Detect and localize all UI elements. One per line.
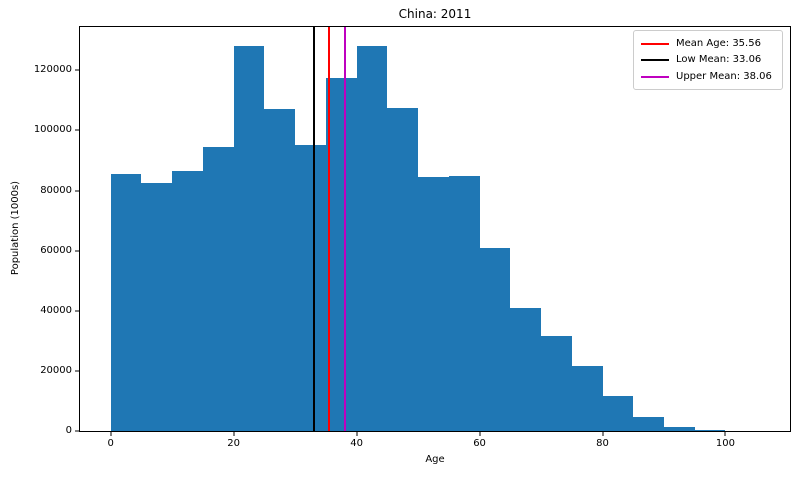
legend-item: Mean Age: 35.56	[641, 38, 775, 50]
y-tick-mark	[75, 129, 79, 131]
histogram-bar	[633, 417, 664, 431]
x-tick-mark	[602, 432, 603, 436]
legend-item: Low Mean: 33.06	[641, 54, 775, 66]
y-tick-mark	[75, 370, 79, 372]
histogram-bar	[172, 171, 203, 431]
x-tick-label: 80	[596, 438, 609, 449]
legend-item-label: Mean Age: 35.56	[676, 37, 761, 49]
x-tick-label: 40	[350, 438, 363, 449]
y-tick-label: 0	[65, 425, 72, 436]
x-axis-label: Age	[425, 454, 445, 465]
plot-area	[79, 26, 791, 432]
histogram-bar	[264, 109, 296, 431]
chart-title: China: 2011	[398, 7, 472, 21]
upper-mean-line	[343, 27, 346, 431]
y-tick-label: 80000	[40, 184, 72, 196]
histogram-bar	[356, 46, 388, 431]
histogram-bar	[110, 174, 142, 431]
low-mean-line	[312, 27, 315, 431]
y-tick-label: 40000	[40, 304, 72, 316]
histogram-bar	[694, 430, 726, 431]
legend-line-sample	[641, 59, 669, 61]
histogram-bar	[663, 427, 695, 431]
y-tick-mark	[75, 69, 79, 71]
y-tick-label: 60000	[40, 244, 72, 256]
x-tick-label: 100	[715, 438, 735, 449]
x-tick-mark	[479, 432, 481, 436]
legend: Mean Age: 35.56 Low Mean: 33.06 Upper Mean…	[633, 30, 783, 90]
y-axis: 0 20000 40000 60000 80000 100000 120000	[0, 27, 79, 436]
histogram-bar	[325, 77, 357, 431]
histogram-bar	[541, 336, 572, 431]
x-tick-mark	[356, 432, 358, 436]
x-tick-label: 20	[227, 438, 241, 449]
y-tick-label: 100000	[33, 124, 72, 136]
histogram-bar	[448, 175, 480, 431]
histogram-bar	[141, 183, 173, 431]
histogram-bar	[479, 247, 511, 431]
legend-line-sample	[641, 42, 669, 45]
legend-item: Upper Mean: 38.06	[641, 71, 775, 83]
y-tick-label: 120000	[33, 64, 72, 76]
histogram-bar	[295, 145, 326, 431]
histogram-bar	[602, 396, 634, 431]
histogram-bar	[387, 107, 419, 431]
histogram-bar	[233, 46, 265, 431]
mean-age-line	[328, 27, 331, 431]
x-tick-label: 0	[107, 438, 114, 449]
x-tick-mark	[724, 432, 726, 436]
legend-item-label: Low Mean: 33.06	[676, 54, 762, 65]
y-tick-mark	[75, 310, 79, 312]
x-axis: 0 20 40 60 80 100	[80, 432, 790, 458]
y-tick-mark	[75, 430, 79, 432]
histogram-bar	[510, 307, 542, 431]
histogram-bar	[418, 177, 449, 431]
y-axis-label: Population (1000s)	[10, 180, 21, 276]
histogram-bar	[202, 146, 234, 431]
y-tick-mark	[75, 250, 79, 252]
y-tick-label: 20000	[40, 364, 72, 376]
x-tick-mark	[110, 432, 112, 436]
legend-line-sample	[641, 75, 669, 78]
x-tick-mark	[233, 432, 235, 436]
histogram-bar	[571, 366, 603, 431]
legend-item-label: Upper Mean: 38.06	[676, 70, 772, 82]
x-tick-label: 60	[473, 438, 486, 449]
y-tick-mark	[75, 190, 79, 192]
